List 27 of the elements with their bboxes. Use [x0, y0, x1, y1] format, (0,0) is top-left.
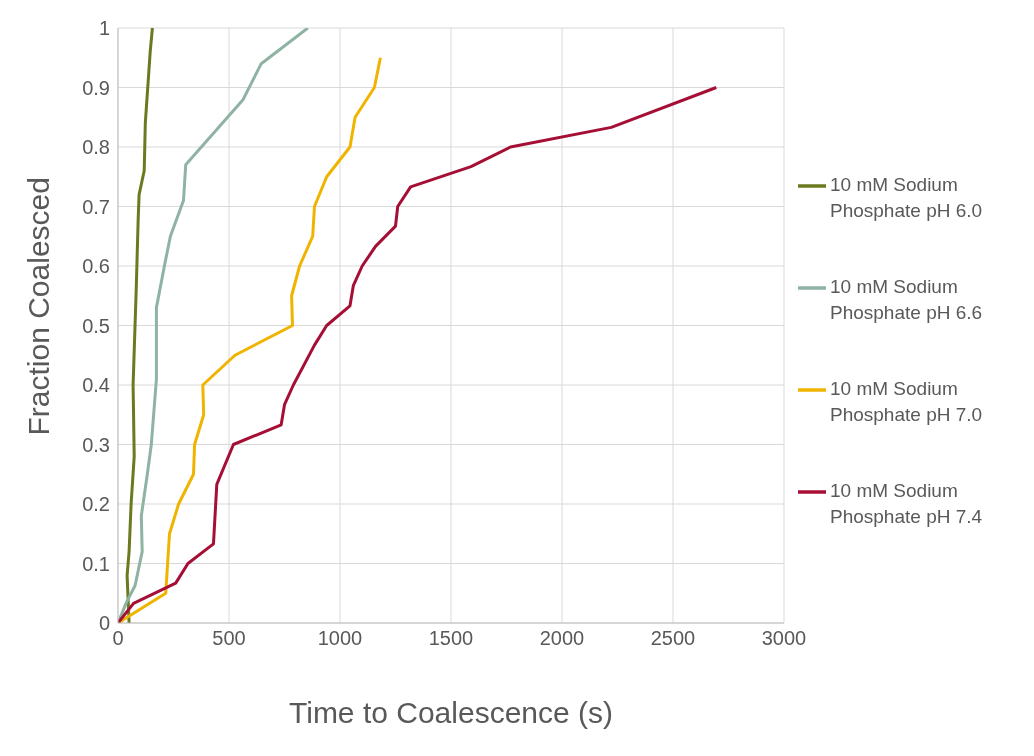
y-tick-label: 0.1	[82, 552, 110, 575]
x-tick-label: 0	[112, 627, 124, 650]
x-tick-label: 3000	[761, 627, 807, 650]
y-tick-label: 1	[98, 17, 110, 40]
y-tick-label: 0.7	[82, 195, 110, 218]
line-series	[118, 86, 718, 623]
line-series	[125, 28, 154, 623]
x-tick-label: 1000	[317, 627, 363, 650]
y-axis-title: Fraction Coalesced	[21, 177, 55, 436]
x-tick-label: 1500	[428, 627, 474, 650]
x-axis-title: Time to Coalescence (s)	[289, 696, 613, 729]
y-tick-label: 0.4	[82, 374, 110, 397]
line-series	[118, 56, 382, 623]
y-tick-label: 0	[98, 612, 110, 635]
y-tick-label: 0.6	[82, 255, 110, 278]
x-tick-label: 2500	[650, 627, 696, 650]
y-tick-label: 0.2	[82, 493, 110, 516]
y-tick-label: 0.9	[82, 76, 110, 99]
y-tick-label: 0.8	[82, 136, 110, 159]
y-tick-label: 0.5	[82, 314, 110, 337]
legend-label: 10 mM Sodium Phosphate pH 6.0	[830, 172, 984, 223]
x-tick-label: 500	[212, 627, 246, 650]
y-tick-label: 0.3	[82, 433, 110, 456]
legend-label: 10 mM Sodium Phosphate pH 6.6	[830, 274, 984, 325]
legend-label: 10 mM Sodium Phosphate pH 7.4	[830, 478, 984, 529]
x-tick-label: 2000	[539, 627, 585, 650]
legend-label: 10 mM Sodium Phosphate pH 7.0	[830, 376, 984, 427]
